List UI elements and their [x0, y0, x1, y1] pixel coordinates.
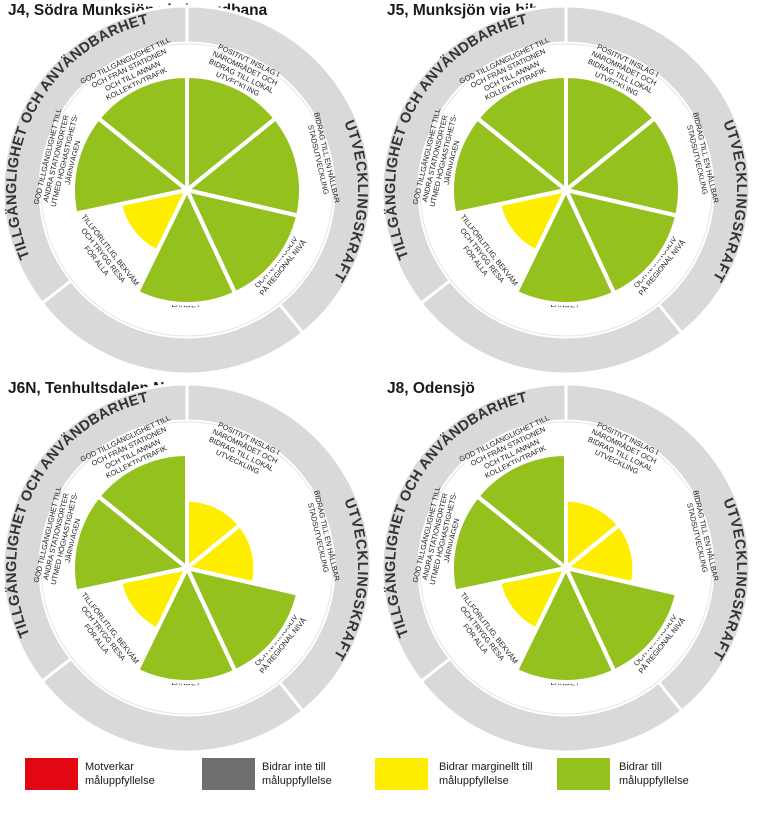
slice-godtillg: [71, 494, 189, 594]
slice-attraktion: [185, 188, 301, 296]
wheel-chart: TILLGÄNGLIGHET OCH ANVÄNDBARHETUTVECKLIN…: [1, 4, 373, 376]
slice-divider: [185, 189, 238, 296]
legend-swatch: [557, 758, 610, 790]
slice-attraktion: [564, 566, 680, 674]
slice-divider: [513, 567, 568, 674]
chart-panel-j4: J4, Södra Munksjön via huvudbana TILLGÄN…: [0, 0, 379, 380]
slice-attraktion: [185, 566, 301, 674]
slice-divider: [186, 566, 301, 597]
slice-divider: [564, 493, 658, 570]
inner-outline: [40, 421, 334, 715]
slice-divider: [73, 566, 188, 595]
legend-label: Bidrar inte till måluppfyllelse: [262, 761, 332, 787]
slice-divider: [73, 188, 188, 217]
chart-panel-j8: J8, Odensjö TILLGÄNGLIGHET OCH ANVÄNDBAR…: [379, 378, 758, 758]
slice-hallbar: [564, 522, 637, 586]
legend-label: Motverkar måluppfyllelse: [85, 761, 155, 787]
slice-positivt: [564, 74, 657, 192]
slice-kollektiv: [96, 452, 189, 570]
chart-title: J8, Odensjö: [387, 380, 475, 397]
slice-positivt: [185, 74, 278, 192]
slice-divider: [185, 115, 279, 192]
slice-godtillg: [450, 116, 568, 216]
slice-divider: [474, 493, 568, 570]
slice-divider: [95, 493, 189, 570]
slice-divider: [565, 566, 680, 597]
slice-samhall: [514, 188, 617, 306]
slice-kollektiv: [475, 452, 568, 570]
slice-tillforlitlig: [497, 188, 568, 254]
slice-divider: [565, 188, 680, 219]
slice-tillforlitlig: [118, 566, 189, 632]
slice-divider: [134, 189, 189, 296]
slice-divider: [95, 115, 189, 192]
slice-kollektiv: [475, 74, 568, 192]
slice-hallbar: [185, 522, 258, 586]
slice-samhall: [135, 566, 238, 684]
inner-outline: [40, 43, 334, 337]
slice-samhall: [514, 566, 617, 684]
chart-panel-j6n: J6N, Tenhultsdalen Norr TILLGÄNGLIGHET O…: [0, 378, 379, 758]
slice-divider: [452, 188, 567, 217]
legend: Motverkar måluppfyllelse Bidrar inte til…: [0, 758, 758, 808]
chart-panel-j5: J5, Munksjön via bibana TILLGÄNGLIGHET O…: [379, 0, 758, 380]
legend-swatch: [202, 758, 255, 790]
slice-godtillg: [450, 494, 568, 594]
slice-divider: [185, 567, 238, 674]
inner-outline: [419, 43, 713, 337]
slice-divider: [513, 189, 568, 296]
slice-tillforlitlig: [497, 566, 568, 632]
legend-label: Bidrar till måluppfyllelse: [619, 761, 689, 787]
slice-divider: [186, 188, 301, 219]
slice-divider: [134, 567, 189, 674]
slice-divider: [474, 115, 568, 192]
wheel-chart: TILLGÄNGLIGHET OCH ANVÄNDBARHETUTVECKLIN…: [1, 382, 373, 754]
slice-divider: [452, 566, 567, 595]
legend-label: Bidrar marginellt till måluppfyllelse: [439, 761, 533, 787]
slice-hallbar: [185, 116, 303, 218]
slice-divider: [564, 567, 617, 674]
slice-hallbar: [564, 116, 682, 218]
legend-swatch: [25, 758, 78, 790]
legend-swatch: [375, 758, 428, 790]
slice-kollektiv: [96, 74, 189, 192]
slice-divider: [564, 115, 658, 192]
slice-divider: [185, 493, 279, 570]
inner-outline: [419, 421, 713, 715]
slice-divider: [564, 189, 617, 296]
wheel-chart: TILLGÄNGLIGHET OCH ANVÄNDBARHETUTVECKLIN…: [380, 4, 752, 376]
slice-samhall: [135, 188, 238, 306]
slice-attraktion: [564, 188, 680, 296]
slice-godtillg: [71, 116, 189, 216]
wheel-chart: TILLGÄNGLIGHET OCH ANVÄNDBARHETUTVECKLIN…: [380, 382, 752, 754]
slice-tillforlitlig: [118, 188, 189, 254]
